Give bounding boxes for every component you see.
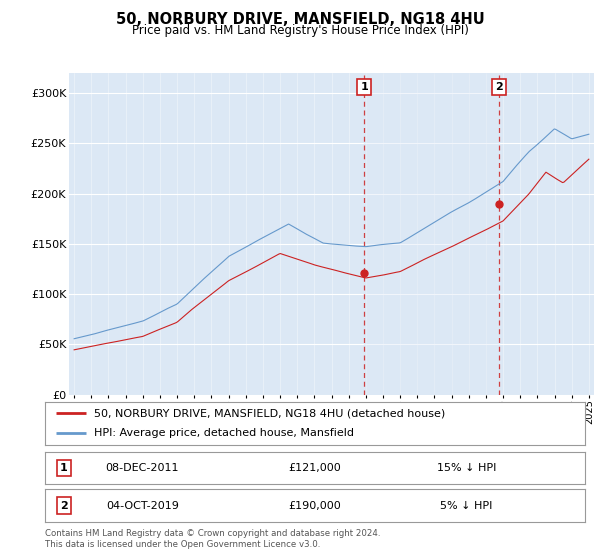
Text: 2: 2 (495, 82, 503, 92)
Text: 15% ↓ HPI: 15% ↓ HPI (437, 463, 496, 473)
Text: Contains HM Land Registry data © Crown copyright and database right 2024.
This d: Contains HM Land Registry data © Crown c… (45, 529, 380, 549)
Text: 08-DEC-2011: 08-DEC-2011 (106, 463, 179, 473)
Text: 1: 1 (60, 463, 68, 473)
Text: 5% ↓ HPI: 5% ↓ HPI (440, 501, 493, 511)
Text: 50, NORBURY DRIVE, MANSFIELD, NG18 4HU: 50, NORBURY DRIVE, MANSFIELD, NG18 4HU (116, 12, 484, 27)
Bar (364, 73, 499, 395)
Text: HPI: Average price, detached house, Mansfield: HPI: Average price, detached house, Mans… (94, 428, 353, 438)
Text: Price paid vs. HM Land Registry's House Price Index (HPI): Price paid vs. HM Land Registry's House … (131, 24, 469, 36)
Text: £190,000: £190,000 (289, 501, 341, 511)
Text: 2: 2 (60, 501, 68, 511)
Text: 1: 1 (361, 82, 368, 92)
Text: £121,000: £121,000 (289, 463, 341, 473)
Text: 04-OCT-2019: 04-OCT-2019 (106, 501, 179, 511)
Text: 50, NORBURY DRIVE, MANSFIELD, NG18 4HU (detached house): 50, NORBURY DRIVE, MANSFIELD, NG18 4HU (… (94, 408, 445, 418)
